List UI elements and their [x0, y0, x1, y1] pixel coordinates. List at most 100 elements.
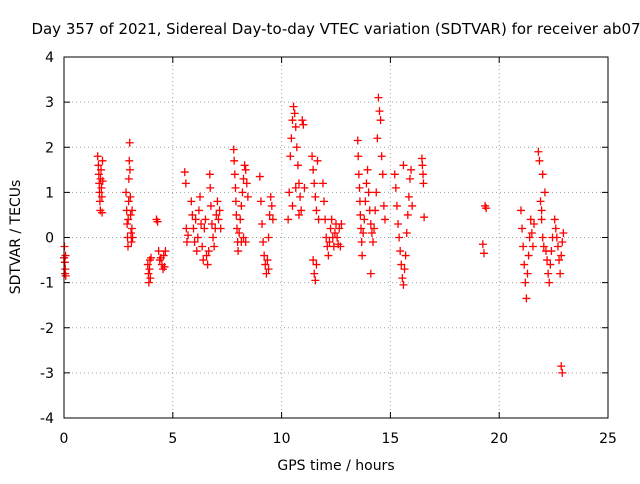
data-point [397, 260, 406, 269]
data-point [364, 188, 373, 197]
y-tick-label: 1 [45, 185, 54, 201]
data-point [266, 192, 275, 201]
data-point [374, 93, 383, 102]
data-point [326, 224, 335, 233]
data-point [192, 247, 201, 256]
data-point [98, 156, 107, 165]
data-point [125, 165, 134, 174]
data-point [552, 233, 561, 242]
data-point [205, 170, 214, 179]
data-point [198, 242, 207, 251]
x-tick-label: 15 [381, 431, 399, 447]
data-point [368, 238, 377, 247]
data-point [190, 238, 199, 247]
y-tick-label: 2 [45, 140, 54, 156]
data-point [400, 265, 409, 274]
data-point [419, 170, 428, 179]
data-point [380, 215, 389, 224]
data-point [309, 165, 318, 174]
data-point [379, 201, 388, 210]
data-point [356, 210, 365, 219]
data-point [256, 197, 265, 206]
data-point [194, 206, 203, 215]
data-point [216, 224, 225, 233]
data-point [214, 215, 223, 224]
data-point [404, 192, 413, 201]
data-point [526, 215, 535, 224]
data-point [143, 260, 152, 269]
x-tick-label: 25 [599, 431, 617, 447]
data-point [546, 260, 555, 269]
data-points [60, 93, 568, 377]
data-point [207, 219, 216, 228]
data-point [296, 192, 305, 201]
data-point [258, 219, 267, 228]
data-point [527, 228, 536, 237]
data-point [144, 278, 153, 287]
data-point [309, 256, 318, 265]
data-point [299, 120, 308, 129]
plot-frame [63, 56, 609, 419]
data-point [241, 238, 250, 247]
data-point [93, 152, 102, 161]
data-point [61, 251, 70, 260]
data-point [259, 238, 268, 247]
y-tick-label: -4 [40, 411, 54, 427]
data-point [536, 197, 545, 206]
data-point [407, 165, 416, 174]
data-point [191, 215, 200, 224]
data-point [544, 269, 553, 278]
data-point [98, 177, 107, 186]
data-point [516, 206, 525, 215]
data-point [522, 294, 531, 303]
data-point [378, 170, 387, 179]
data-point [204, 247, 213, 256]
data-point [127, 224, 136, 233]
data-point [312, 260, 321, 269]
data-point [160, 262, 169, 271]
data-point [236, 215, 245, 224]
data-point [127, 238, 136, 247]
data-point [538, 170, 547, 179]
data-point [126, 192, 135, 201]
data-point [230, 156, 239, 165]
data-point [543, 256, 552, 265]
data-point [361, 197, 370, 206]
data-point [181, 179, 190, 188]
data-point [362, 179, 371, 188]
data-point [479, 249, 488, 258]
data-point [519, 242, 528, 251]
data-point [197, 219, 206, 228]
data-point [373, 134, 382, 143]
data-point [360, 215, 369, 224]
data-point [285, 188, 294, 197]
data-point [312, 206, 321, 215]
data-point [237, 201, 246, 210]
data-point [555, 256, 564, 265]
data-point [94, 161, 103, 170]
data-point [238, 188, 247, 197]
data-point [353, 136, 362, 145]
data-point [289, 102, 298, 111]
data-point [153, 217, 162, 226]
data-point [128, 233, 137, 242]
data-point [97, 192, 106, 201]
data-point [297, 206, 306, 215]
x-tick-label: 20 [490, 431, 508, 447]
data-point [363, 165, 372, 174]
data-point [478, 240, 487, 249]
data-point [537, 215, 546, 224]
data-point [313, 156, 322, 165]
data-point [255, 172, 264, 181]
data-point [324, 251, 333, 260]
data-point [558, 368, 567, 377]
data-point [196, 192, 204, 201]
data-point [418, 161, 427, 170]
data-point [264, 265, 273, 274]
data-point [337, 219, 346, 228]
data-point [240, 161, 249, 170]
data-point [61, 265, 70, 274]
data-point [125, 138, 134, 147]
data-point [286, 152, 295, 161]
data-point [123, 219, 132, 228]
